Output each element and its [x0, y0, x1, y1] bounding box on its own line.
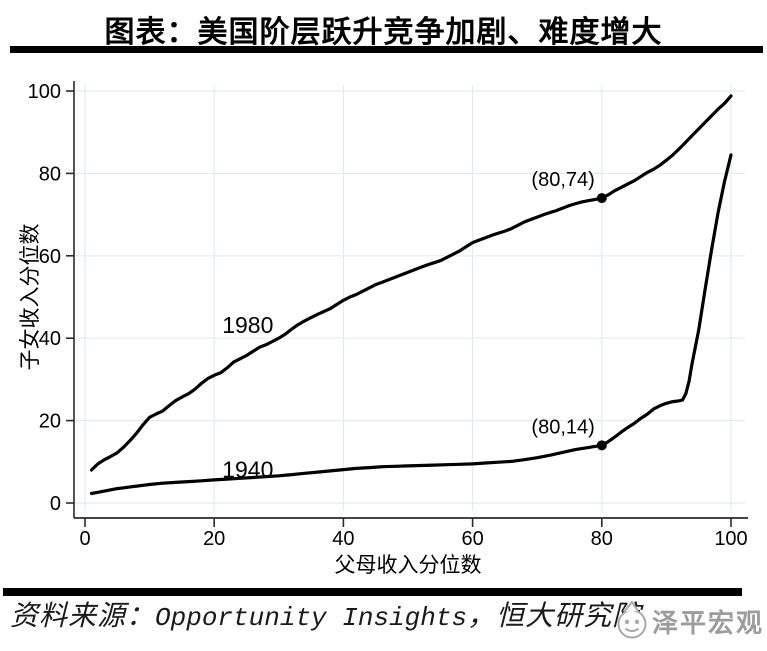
y-tick-label: 0: [50, 493, 61, 515]
data-point-dot: [596, 193, 607, 204]
curve-label-1940: 1940: [222, 457, 273, 483]
x-axis-title: 父母收入分位数: [335, 554, 482, 577]
y-axis-title: 子女收入分位数: [19, 224, 42, 371]
axis-titles: 父母收入分位数 子女收入分位数: [19, 224, 482, 578]
annotation-label: (80,14): [531, 416, 594, 438]
y-tick-label: 40: [39, 328, 61, 350]
line-chart: 0 20 40 60 80 100 0 20 40 60 80 100 1980 1940 (80,74…: [19, 81, 748, 578]
source-text: 资料来源：Opportunity Insights，恒大研究院: [10, 600, 767, 638]
annotations: (80,74) (80,14): [531, 169, 607, 451]
ticks: [66, 90, 732, 527]
x-tick-label: 80: [591, 528, 613, 550]
axes: [73, 81, 748, 519]
x-tick-label: 60: [461, 528, 483, 550]
bottom-rule: [3, 588, 742, 596]
source-english: Opportunity Insights: [155, 603, 468, 633]
source-separator: ，: [467, 601, 497, 632]
y-tick-label: 20: [39, 411, 61, 433]
tick-labels: 0 20 40 60 80 100 0 20 40 60 80 100: [28, 81, 748, 550]
zeping-logo-icon: [617, 601, 647, 639]
x-tick-label: 20: [203, 528, 225, 550]
data-point-dot: [596, 440, 607, 451]
x-tick-label: 100: [714, 528, 747, 550]
top-rule: [10, 46, 763, 53]
source-org: 恒大研究院: [496, 601, 642, 632]
curve-1940: [89, 153, 733, 496]
x-tick-label: 0: [79, 528, 90, 550]
x-tick-label: 40: [332, 528, 354, 550]
watermark-text: 泽平宏观: [651, 607, 764, 638]
y-tick-label: 80: [39, 163, 61, 185]
watermark: 泽平宏观: [614, 600, 764, 642]
source-label: 资料来源：: [10, 601, 156, 632]
gridlines: [75, 85, 745, 511]
y-tick-label: 100: [28, 81, 61, 103]
curve-label-1980: 1980: [222, 312, 273, 338]
curves: 1980 1940: [89, 94, 733, 496]
page-title: 图表：美国阶层跃升竞争加剧、难度增大: [104, 16, 663, 49]
y-tick-label: 60: [39, 246, 61, 268]
curve-1980: [89, 94, 733, 472]
annotation-label: (80,74): [531, 169, 594, 191]
